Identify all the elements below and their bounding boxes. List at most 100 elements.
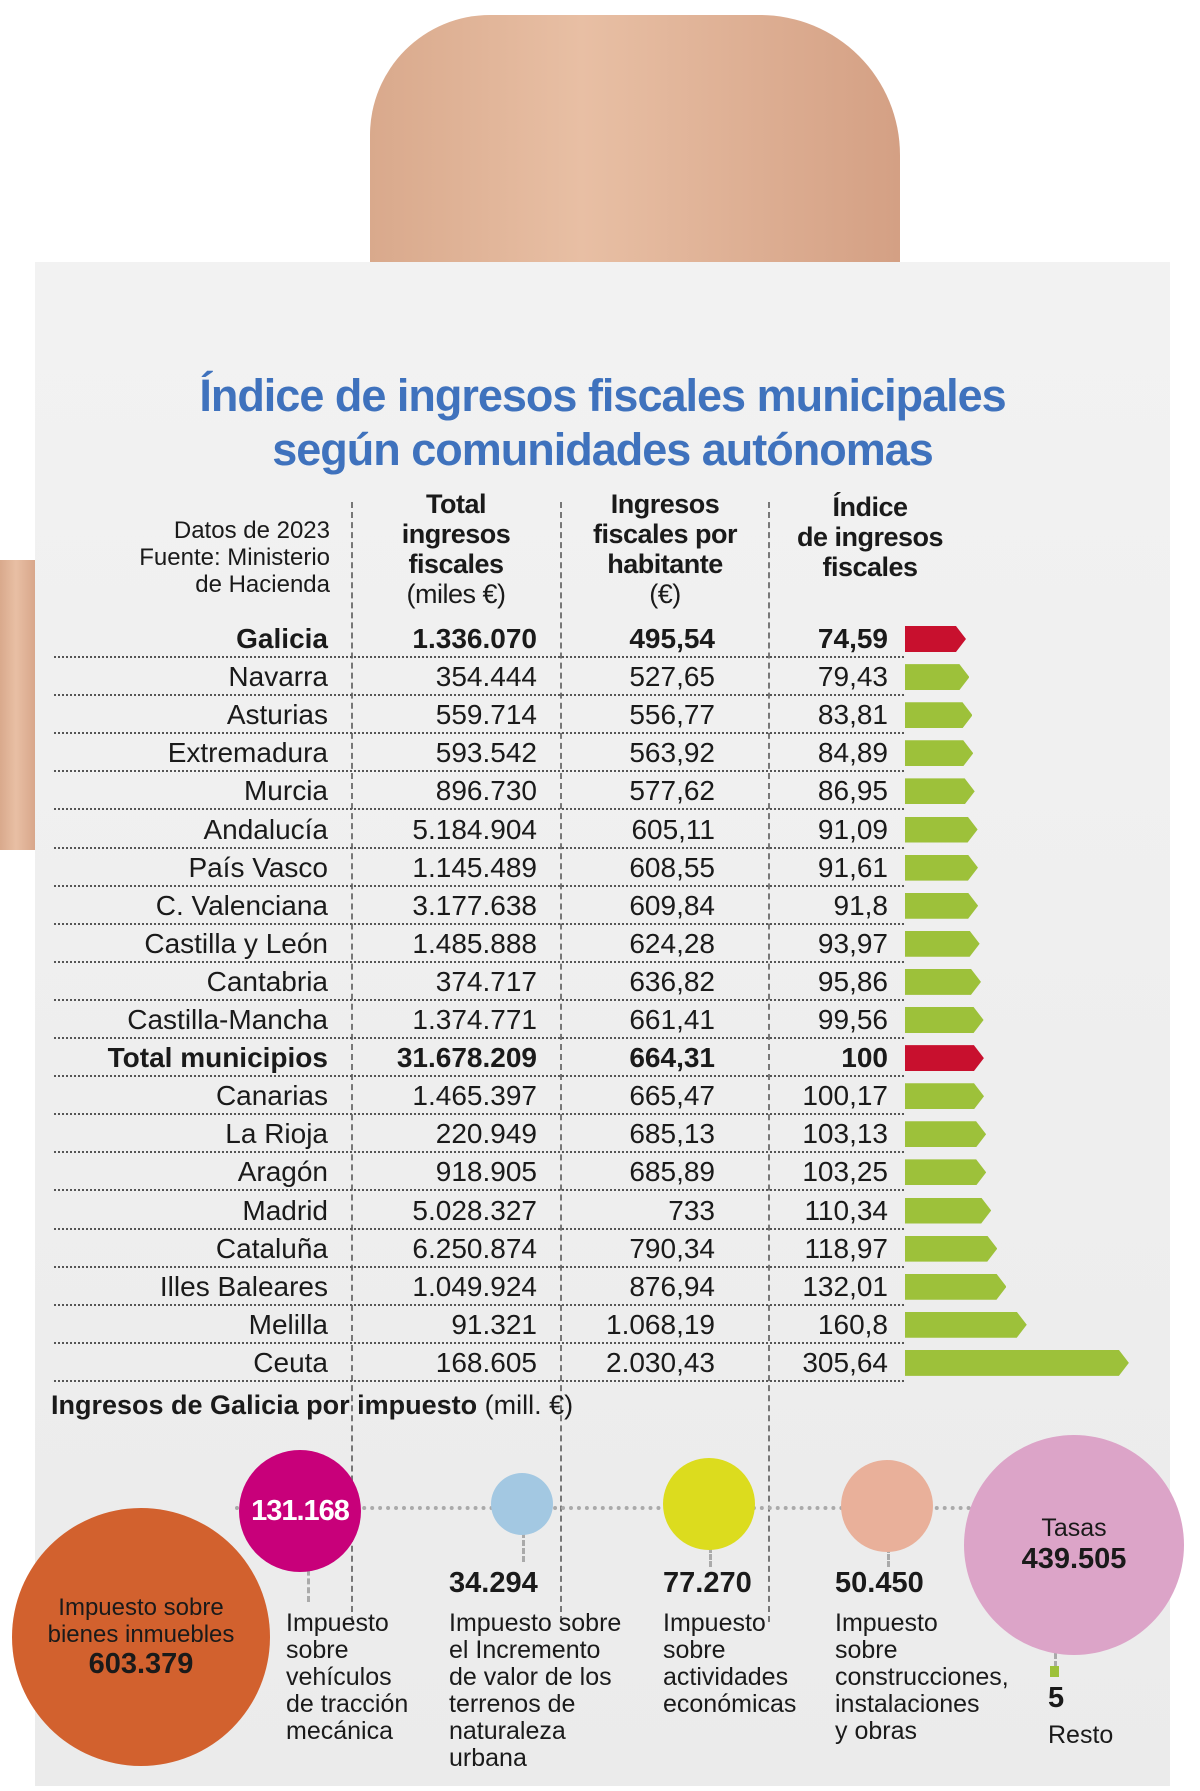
cell-per-capita: 2.030,43 — [606, 1346, 715, 1378]
table-row: Galicia 1.336.070 495,54 74,59 — [54, 620, 904, 658]
row-label: Murcia — [243, 775, 328, 807]
index-bar — [905, 1236, 997, 1262]
cell-per-capita: 577,62 — [629, 775, 715, 807]
row-label: C. Valenciana — [155, 889, 328, 921]
circle-iivtnu — [491, 1473, 553, 1535]
table-row: Castilla-Mancha 1.374.771 661,41 99,56 — [54, 1001, 904, 1039]
cell-per-capita: 608,55 — [629, 851, 715, 883]
row-label: Madrid — [242, 1194, 328, 1226]
table-row: Extremadura 593.542 563,92 84,89 — [54, 734, 904, 773]
cell-index: 100,17 — [802, 1080, 888, 1112]
cell-index: 74,59 — [817, 623, 888, 654]
cell-per-capita: 661,41 — [629, 1004, 715, 1035]
galicia-section-title: Ingresos de Galicia por impuesto (mill. … — [51, 1390, 573, 1421]
cell-total: 3.177.638 — [412, 889, 537, 921]
tax-value: 34.294 — [449, 1567, 538, 1599]
row-label: Total municipios — [107, 1042, 328, 1074]
cell-total: 220.949 — [435, 1118, 537, 1150]
cell-total: 168.605 — [435, 1346, 537, 1378]
label-line: actividades — [663, 1663, 789, 1691]
label-line: el Incremento — [449, 1636, 601, 1664]
header-text: fiscales — [408, 549, 504, 579]
index-bar — [905, 1121, 986, 1147]
connector-line — [887, 1547, 890, 1567]
source-note: Datos de 2023 Fuente: Ministerio de Haci… — [70, 517, 330, 598]
header-text: fiscales — [822, 552, 918, 582]
cell-per-capita: 665,47 — [629, 1080, 715, 1112]
cell-total: 374.717 — [435, 965, 537, 997]
cell-total: 5.184.904 — [412, 813, 537, 845]
row-label: Asturias — [226, 699, 328, 731]
cell-per-capita: 685,89 — [629, 1156, 715, 1188]
cell-total: 1.336.070 — [412, 623, 537, 654]
cell-total: 1.465.397 — [412, 1080, 537, 1112]
header-text: Índice — [832, 492, 908, 522]
hand-left — [0, 560, 40, 850]
tax-value: 439.505 — [1021, 1543, 1127, 1575]
cell-index: 100 — [841, 1042, 888, 1074]
index-bar — [905, 855, 978, 881]
tax-label: Tasas — [1041, 1514, 1107, 1542]
section-unit: (mill. €) — [484, 1390, 574, 1420]
tax-label-iae: Impuesto sobre actividades económicas — [663, 1610, 796, 1718]
cell-per-capita: 495,54 — [629, 623, 715, 654]
index-bar — [905, 893, 978, 919]
label-line: Impuesto — [663, 1609, 766, 1637]
source-line: Fuente: Ministerio — [139, 544, 330, 571]
label-line: económicas — [663, 1690, 797, 1718]
row-label: Cantabria — [206, 965, 328, 997]
index-bar — [905, 1350, 1129, 1376]
tax-label-iivtnu: Impuesto sobre el Incremento de valor de l… — [449, 1610, 621, 1772]
header-per-capita: Ingresos fiscales por habitante (€) — [560, 489, 770, 609]
row-label: Canarias — [215, 1080, 328, 1112]
tax-label-ivtm: Impuesto sobre vehículos de tracción mecánic… — [286, 1610, 408, 1745]
cell-total: 91.321 — [451, 1308, 537, 1340]
cell-total: 1.485.888 — [412, 927, 537, 959]
cell-total: 354.444 — [435, 661, 537, 693]
cell-per-capita: 609,84 — [629, 889, 715, 921]
index-bar — [905, 1083, 984, 1109]
cell-index: 160,8 — [817, 1308, 888, 1340]
cell-total: 5.028.327 — [412, 1194, 537, 1226]
tax-value: 50.450 — [835, 1567, 924, 1599]
row-label: Aragón — [237, 1156, 328, 1188]
tax-label: Impuesto sobre bienes inmuebles — [47, 1593, 235, 1648]
index-bar — [905, 1274, 1006, 1300]
label-line: Impuesto — [835, 1609, 938, 1637]
circle-ibi: Impuesto sobre bienes inmuebles 603.379 — [12, 1508, 270, 1766]
row-label: Extremadura — [167, 737, 328, 769]
label-line: construcciones, — [835, 1663, 1009, 1691]
index-bar — [905, 1312, 1027, 1338]
header-index: Índice de ingresos fiscales — [770, 492, 970, 582]
title-line1: Índice de ingresos fiscales municipales — [199, 370, 1006, 421]
cell-index: 91,61 — [817, 851, 888, 883]
table-row: Cantabria 374.717 636,82 95,86 — [54, 963, 904, 1001]
header-text: habitante — [607, 549, 723, 579]
tax-value: 131.168 — [251, 1494, 350, 1527]
cell-index: 79,43 — [817, 661, 888, 693]
header-text: Total — [426, 489, 487, 519]
cell-index: 91,09 — [817, 813, 888, 845]
table-row: C. Valenciana 3.177.638 609,84 91,8 — [54, 887, 904, 925]
table-row: Illes Baleares 1.049.924 876,94 132,01 — [54, 1268, 904, 1306]
table-row: Melilla 91.321 1.068,19 160,8 — [54, 1306, 904, 1344]
header-unit: (€) — [649, 579, 681, 609]
row-label: Andalucía — [203, 813, 328, 845]
connector-line — [522, 1532, 525, 1562]
row-label: Melilla — [248, 1308, 328, 1340]
cell-total: 896.730 — [435, 775, 537, 807]
tax-value: 77.270 — [663, 1567, 752, 1599]
cell-per-capita: 790,34 — [629, 1232, 715, 1264]
table-row: Murcia 896.730 577,62 86,95 — [54, 772, 904, 811]
resto-marker — [1050, 1666, 1059, 1677]
cell-index: 103,25 — [802, 1156, 888, 1188]
table-row: Madrid 5.028.327 733 110,34 — [54, 1192, 904, 1230]
cell-index: 103,13 — [802, 1118, 888, 1150]
label-line: mecánica — [286, 1717, 393, 1745]
index-bar — [905, 817, 978, 843]
row-label: La Rioja — [225, 1118, 328, 1150]
label-line: Impuesto sobre — [449, 1609, 622, 1637]
row-label: País Vasco — [188, 851, 328, 883]
table-row: Aragón 918.905 685,89 103,25 — [54, 1153, 904, 1192]
label-line: y obras — [835, 1717, 917, 1745]
